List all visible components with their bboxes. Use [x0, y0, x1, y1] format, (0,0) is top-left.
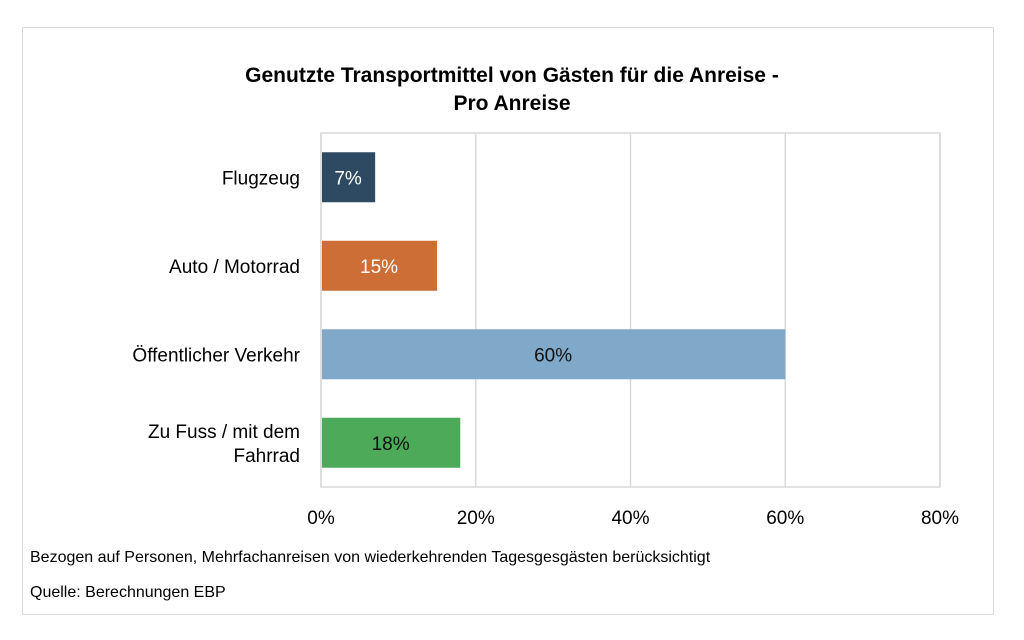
- x-tick-label: 40%: [611, 508, 649, 529]
- category-label: Öffentlicher Verkehr: [132, 345, 300, 366]
- data-label: 15%: [360, 257, 398, 278]
- category-label: Flugzeug: [222, 168, 300, 189]
- x-tick-label: 0%: [307, 508, 335, 529]
- x-tick-label: 20%: [457, 508, 495, 529]
- bar: [322, 152, 376, 203]
- category-label: Auto / Motorrad: [169, 257, 300, 278]
- chart-title-line-2: Pro Anreise: [453, 92, 571, 115]
- x-tick-label: 60%: [766, 508, 804, 529]
- data-label: 60%: [534, 345, 572, 366]
- category-label: Fahrrad: [233, 446, 300, 467]
- chart-title-line-1: Genutzte Transportmittel von Gästen für …: [245, 64, 779, 87]
- data-label: 7%: [334, 168, 362, 189]
- bar: [322, 329, 786, 380]
- x-tick-label: 80%: [921, 508, 959, 529]
- bar: [322, 417, 461, 468]
- bar: [322, 240, 438, 291]
- data-label: 18%: [372, 434, 410, 455]
- basis-note: Bezogen auf Personen, Mehrfachanreisen v…: [30, 549, 711, 566]
- chart-title: Genutzte Transportmittel von Gästen für …: [0, 62, 1024, 118]
- chart-frame: [22, 27, 994, 615]
- category-label: Zu Fuss / mit dem: [148, 422, 300, 443]
- source-note: Quelle: Berechnungen EBP: [30, 584, 226, 601]
